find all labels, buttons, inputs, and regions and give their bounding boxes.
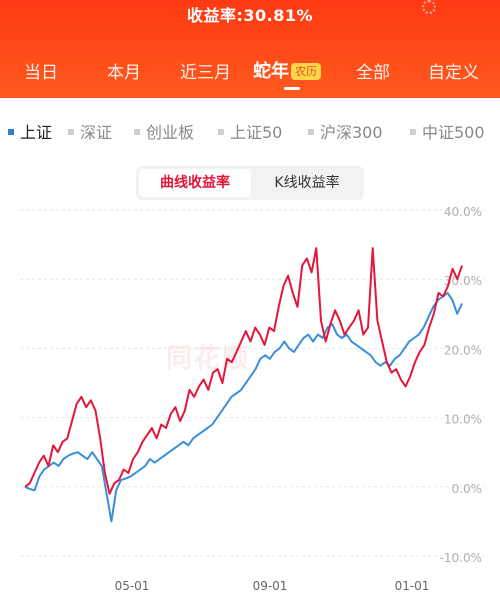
header-bar: 收益率:30.81% 当日 本月 近三月 蛇年 农历 全部 自定义 [0,0,500,98]
y-tick-label: 0.0% [452,482,483,496]
y-tick-label: -10.0% [440,551,482,565]
legend-marker-icon [8,128,14,135]
active-tab-indicator [284,87,300,90]
decoration-icon [422,0,436,14]
index-sse50[interactable]: 上证50 [218,119,282,143]
tab-all[interactable]: 全部 [356,63,390,83]
kline-return-button[interactable]: K线收益率 [274,175,340,191]
return-rate-title: 收益率:30.81% [186,6,314,25]
tab-last-three-months[interactable]: 近三月 [180,63,231,83]
index-csi300[interactable]: 沪深300 [308,119,383,143]
period-tabs: 当日 本月 近三月 蛇年 农历 全部 自定义 [0,58,500,84]
y-tick-label: 40.0% [444,205,482,219]
legend-marker-icon [308,128,314,135]
x-tick-label: 01-01 [395,579,430,593]
y-tick-label: 20.0% [444,343,482,357]
tab-this-month[interactable]: 本月 [107,63,141,83]
curve-return-button[interactable]: 曲线收益率 [139,169,251,197]
legend-marker-icon [410,128,416,135]
y-tick-label: 10.0% [444,413,482,427]
x-tick-label: 05-01 [115,579,150,593]
x-tick-label: 09-01 [253,579,288,593]
return-line-chart[interactable]: 40.0% 30.0% 20.0% 10.0% 0.0% -10.0% 05-01 09-01… [0,200,500,597]
lunar-badge: 农历 [291,63,321,80]
index-csi500[interactable]: 中证500 [410,119,485,143]
legend-marker-icon [134,128,140,135]
tab-today[interactable]: 当日 [24,63,58,83]
return-type-toggle: 曲线收益率 K线收益率 [136,166,364,200]
index-selector: 上证 深证 创业板 上证50 沪深300 中证500 [0,119,500,143]
tab-snake-year[interactable]: 蛇年 [253,61,289,82]
y-tick-label: 30.0% [444,274,482,288]
index-chinext[interactable]: 创业板 [134,119,194,143]
tab-custom[interactable]: 自定义 [428,63,479,83]
legend-marker-icon [218,128,224,135]
index-shanghai[interactable]: 上证 [8,119,52,143]
legend-marker-icon [68,128,74,135]
index-shenzhen[interactable]: 深证 [68,119,112,143]
portfolio-series-line [24,247,463,495]
